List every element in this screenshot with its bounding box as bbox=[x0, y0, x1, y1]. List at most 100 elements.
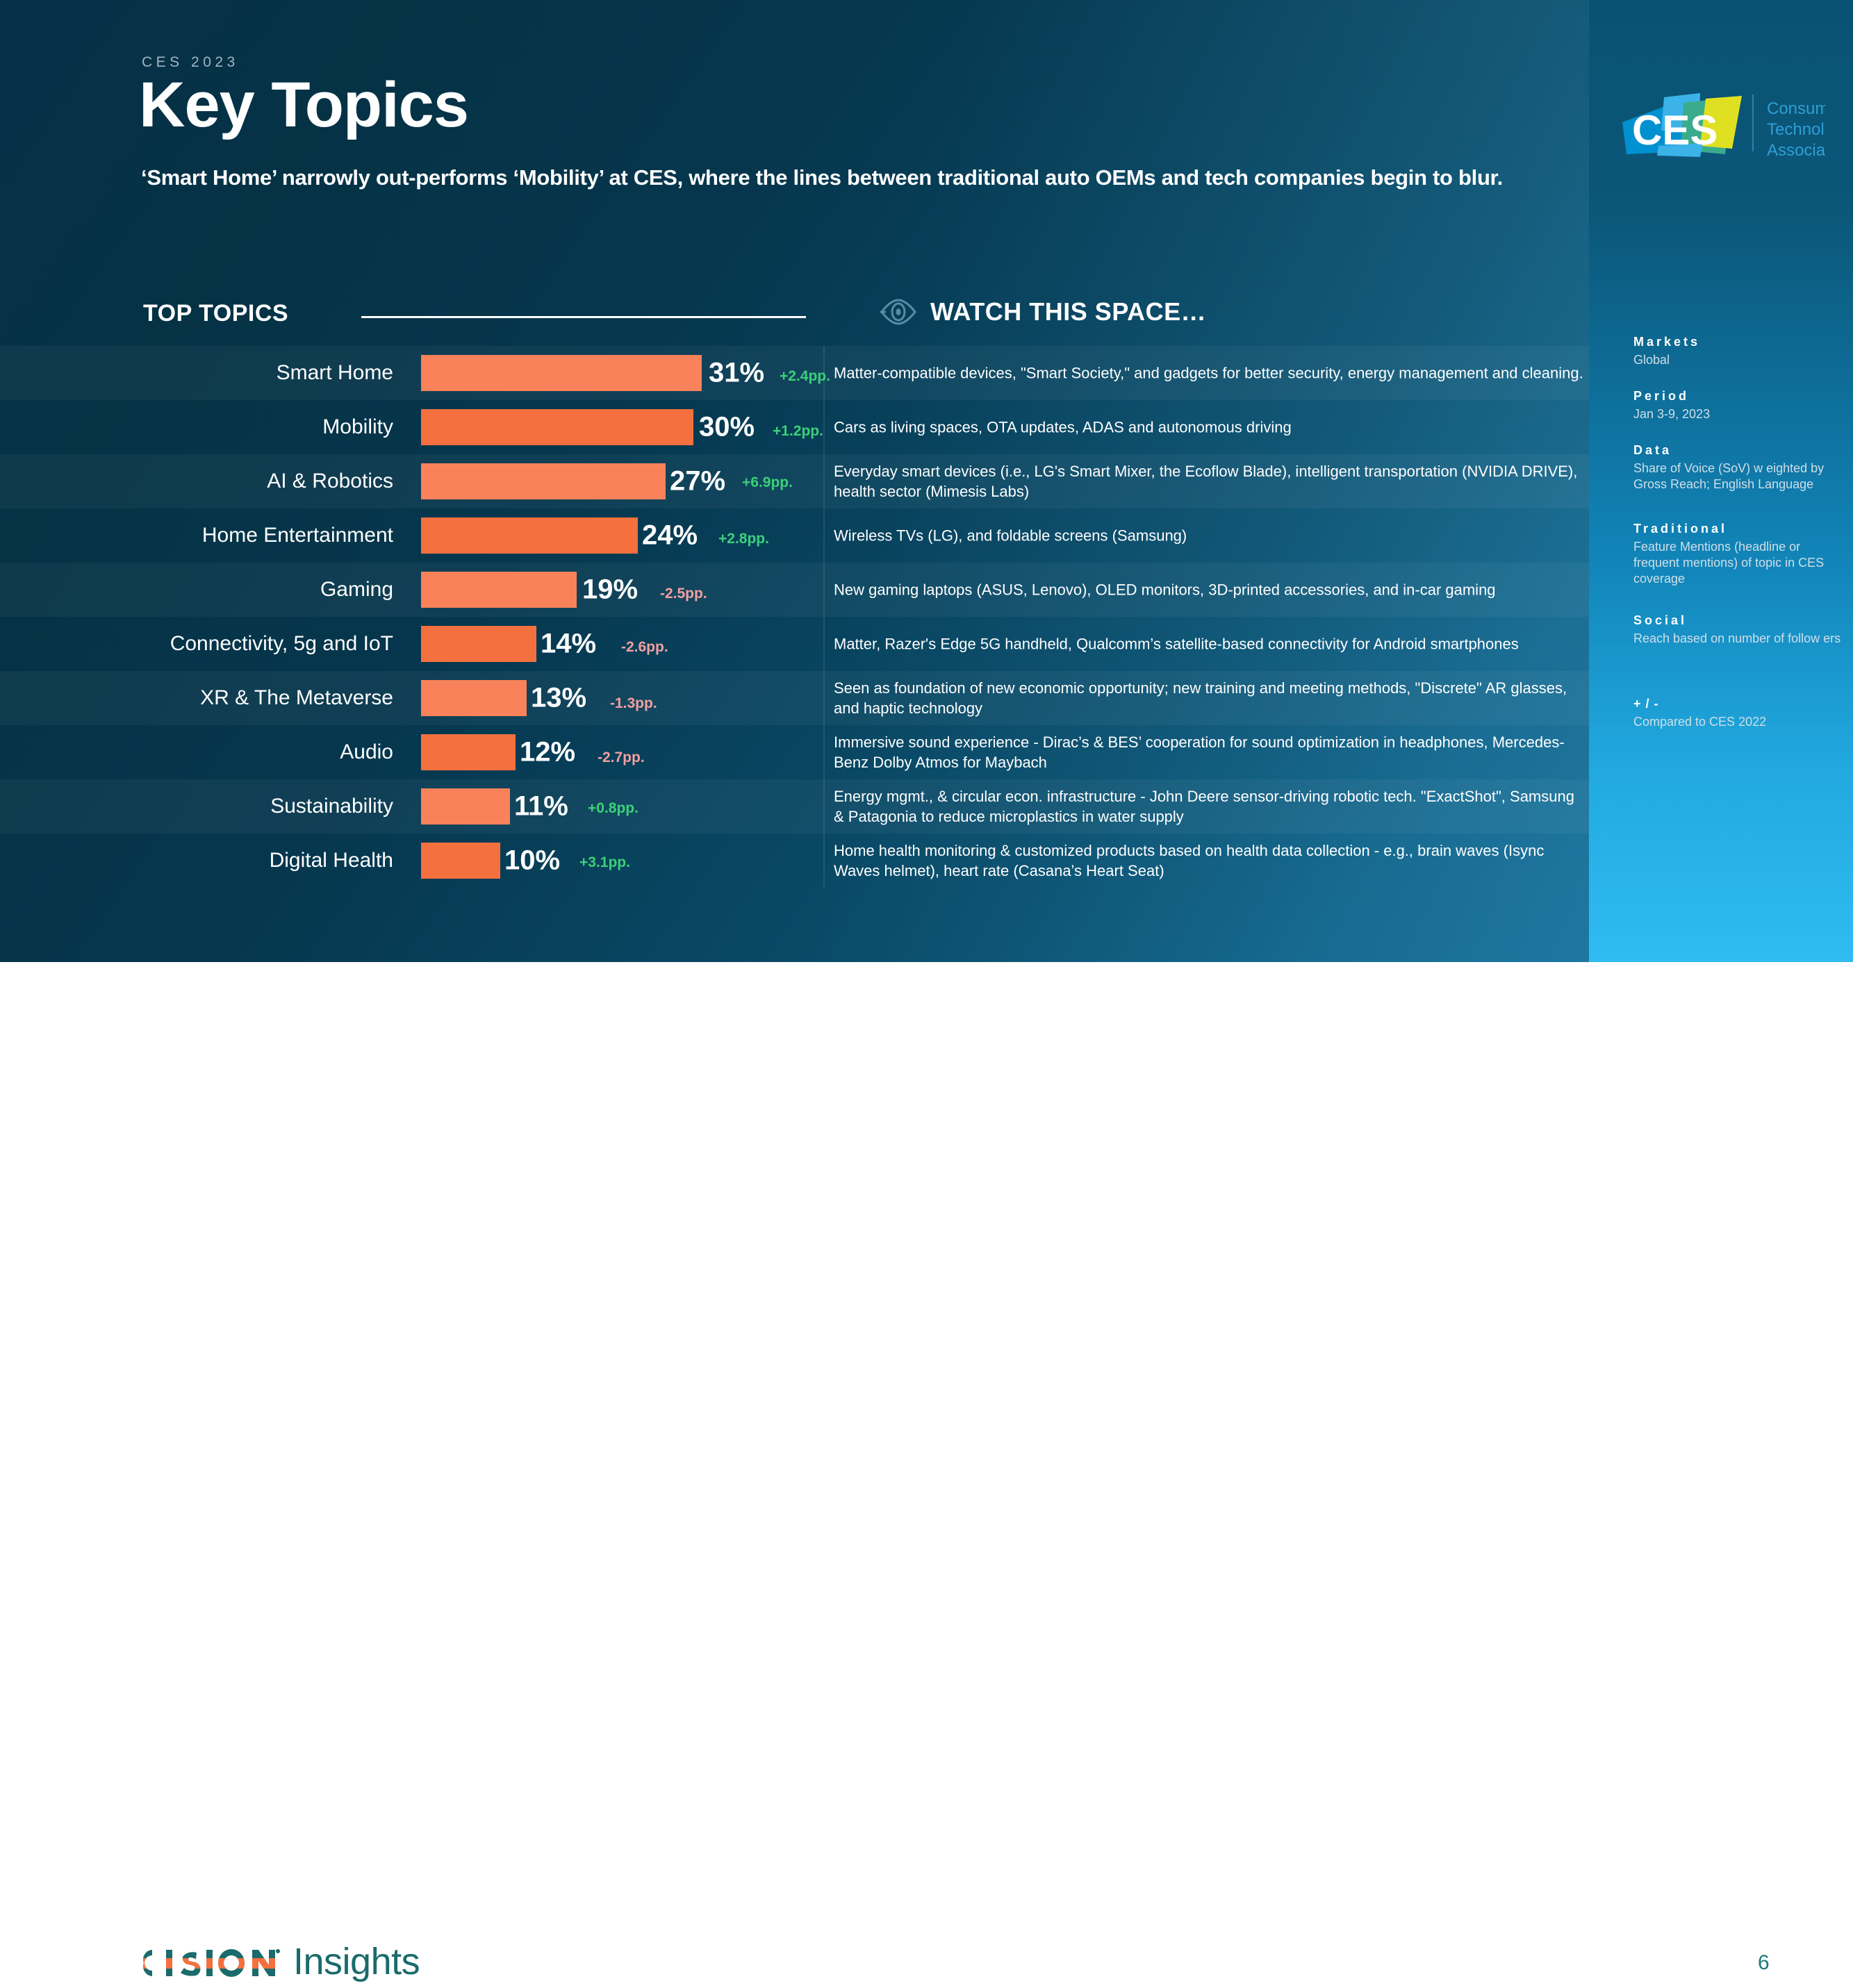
svg-text:Association: Association bbox=[1767, 141, 1825, 160]
topics-chart: Smart Home 31% +2.4pp. Matter-compatible… bbox=[0, 346, 1589, 888]
topic-description: Matter-compatible devices, "Smart Societ… bbox=[834, 364, 1583, 382]
topic-bar bbox=[421, 843, 500, 879]
topic-delta: -2.5pp. bbox=[660, 586, 707, 602]
svg-text:Consumer: Consumer bbox=[1767, 99, 1825, 118]
topic-value: 27% bbox=[670, 465, 726, 497]
table-row[interactable]: Gaming 19% -2.5pp. New gaming laptops (A… bbox=[0, 563, 1589, 617]
table-row[interactable]: Digital Health 10% +3.1pp. Home health m… bbox=[0, 834, 1589, 888]
table-row[interactable]: Audio 12% -2.7pp. Immersive sound experi… bbox=[0, 725, 1589, 779]
topic-bar bbox=[421, 572, 577, 608]
topic-delta: +3.1pp. bbox=[579, 854, 630, 871]
svg-text:CES: CES bbox=[1632, 107, 1718, 154]
bar-zone: 13% -1.3pp. bbox=[421, 671, 810, 725]
topic-bar bbox=[421, 788, 510, 825]
svg-text:Technology: Technology bbox=[1767, 120, 1825, 139]
page-title: Key Topics bbox=[139, 69, 469, 140]
topic-bar bbox=[421, 680, 527, 716]
topic-value: 13% bbox=[531, 682, 587, 713]
bar-zone: 27% +6.9pp. bbox=[421, 454, 810, 508]
table-row[interactable]: Mobility 30% +1.2pp. Cars as living spac… bbox=[0, 400, 1589, 454]
topic-value: 12% bbox=[520, 736, 576, 768]
sidebar-block-plusminus: + / - Compared to CES 2022 bbox=[1633, 697, 1842, 730]
bar-zone: 30% +1.2pp. bbox=[421, 400, 823, 454]
topic-value: 11% bbox=[514, 790, 568, 822]
table-row[interactable]: Connectivity, 5g and IoT 14% -2.6pp. Mat… bbox=[0, 617, 1589, 671]
topic-label: Audio bbox=[340, 740, 393, 763]
topic-delta: -1.3pp. bbox=[610, 695, 657, 711]
topic-bar bbox=[421, 463, 666, 499]
topic-description: Wireless TVs (LG), and foldable screens … bbox=[834, 527, 1187, 545]
topic-bar bbox=[421, 409, 693, 445]
sidebar-heading-social: Social bbox=[1633, 613, 1688, 628]
sidebar-body-plusminus: Compared to CES 2022 bbox=[1633, 715, 1767, 729]
topic-label: Mobility bbox=[322, 415, 393, 438]
sidebar-body-social: Reach based on number of follow ers bbox=[1633, 631, 1841, 646]
heading-rule bbox=[361, 316, 806, 318]
eye-icon bbox=[879, 298, 918, 326]
sidebar-body-period: Jan 3-9, 2023 bbox=[1633, 407, 1711, 422]
table-row[interactable]: AI & Robotics 27% +6.9pp. Everyday smart… bbox=[0, 454, 1589, 508]
topic-label: Gaming bbox=[320, 578, 393, 601]
topic-value: 14% bbox=[541, 628, 597, 659]
bar-zone: 12% -2.7pp. bbox=[421, 725, 810, 779]
ces-logo-icon: CES Consumer Technology Association bbox=[1617, 82, 1852, 162]
methodology-sidebar: Markets Global Period Jan 3-9, 2023 Data… bbox=[1589, 0, 1853, 962]
topic-value: 31% bbox=[709, 357, 765, 388]
sidebar-block-period: Period Jan 3-9, 2023 bbox=[1633, 389, 1842, 422]
table-row[interactable]: Home Entertainment 24% +2.8pp. Wireless … bbox=[0, 508, 1589, 563]
eyebrow-label: CES 2023 bbox=[142, 54, 239, 70]
topic-description: Energy mgmt., & circular econ. infrastru… bbox=[834, 787, 1574, 825]
bar-zone: 14% -2.6pp. bbox=[421, 617, 810, 671]
sidebar-heading-period: Period bbox=[1633, 389, 1690, 404]
sidebar-heading-markets: Markets bbox=[1633, 335, 1701, 349]
table-row[interactable]: Sustainability 11% +0.8pp. Energy mgmt.,… bbox=[0, 779, 1589, 834]
sidebar-body-markets: Global bbox=[1633, 353, 1670, 367]
topic-delta: +1.2pp. bbox=[773, 423, 823, 440]
topic-label: Smart Home bbox=[276, 361, 393, 384]
sidebar-heading-plusminus: + / - bbox=[1633, 697, 1659, 711]
topic-description: Seen as foundation of new economic oppor… bbox=[834, 679, 1567, 717]
sidebar-heading-data: Data bbox=[1633, 443, 1672, 458]
topic-value: 30% bbox=[699, 411, 755, 442]
topic-delta: -2.7pp. bbox=[598, 749, 645, 765]
topic-value: 10% bbox=[504, 845, 561, 876]
topic-label: XR & The Metaverse bbox=[200, 686, 393, 709]
sidebar-body-data: Share of Voice (SoV) w eighted by Gross … bbox=[1633, 461, 1825, 492]
topic-label: Home Entertainment bbox=[201, 524, 393, 547]
topic-bar bbox=[421, 734, 516, 770]
topic-description: Immersive sound experience - Dirac’s & B… bbox=[834, 733, 1565, 771]
sidebar-heading-traditional: Traditional bbox=[1633, 522, 1728, 536]
sidebar-body-traditional: Feature Mentions (headline or frequent m… bbox=[1633, 540, 1825, 586]
table-row[interactable]: XR & The Metaverse 13% -1.3pp. Seen as f… bbox=[0, 671, 1589, 725]
topic-description: Everyday smart devices (i.e., LG's Smart… bbox=[834, 462, 1578, 500]
topic-value: 19% bbox=[582, 574, 639, 605]
topic-delta: -2.6pp. bbox=[621, 638, 668, 655]
topic-label: Digital Health bbox=[269, 849, 393, 872]
topic-label: Connectivity, 5g and IoT bbox=[170, 632, 393, 655]
topic-delta: +2.4pp. bbox=[780, 367, 830, 384]
watch-this-space-label: WATCH THIS SPACE… bbox=[930, 297, 1207, 326]
sidebar-block-traditional: Traditional Feature Mentions (headline o… bbox=[1633, 522, 1842, 587]
topic-label: Sustainability bbox=[270, 795, 393, 818]
page-number: 6 bbox=[1758, 1951, 1770, 1974]
column-divider bbox=[823, 346, 825, 888]
topic-bar bbox=[421, 626, 536, 662]
topic-description: Matter, Razer's Edge 5G handheld, Qualco… bbox=[834, 635, 1519, 653]
topic-delta: +0.8pp. bbox=[588, 800, 639, 817]
cision-logo-icon bbox=[142, 1941, 281, 1985]
topic-value: 24% bbox=[642, 520, 698, 551]
bar-zone: 11% +0.8pp. bbox=[421, 779, 810, 834]
topic-delta: +2.8pp. bbox=[718, 530, 769, 547]
watch-this-space-heading: WATCH THIS SPACE… bbox=[879, 297, 1206, 326]
sidebar-block-data: Data Share of Voice (SoV) w eighted by G… bbox=[1633, 443, 1842, 492]
bar-zone: 19% -2.5pp. bbox=[421, 563, 810, 617]
topic-bar bbox=[421, 517, 638, 554]
sidebar-block-social: Social Reach based on number of follow e… bbox=[1633, 613, 1842, 647]
bar-zone: 24% +2.8pp. bbox=[421, 508, 810, 563]
sidebar-blocks: Markets Global Period Jan 3-9, 2023 Data… bbox=[1633, 335, 1842, 751]
insights-wordmark: Insights bbox=[293, 1941, 420, 1982]
table-row[interactable]: Smart Home 31% +2.4pp. Matter-compatible… bbox=[0, 346, 1589, 400]
top-topics-heading: TOP TOPICS bbox=[143, 300, 289, 326]
topic-description: New gaming laptops (ASUS, Lenovo), OLED … bbox=[834, 581, 1496, 599]
